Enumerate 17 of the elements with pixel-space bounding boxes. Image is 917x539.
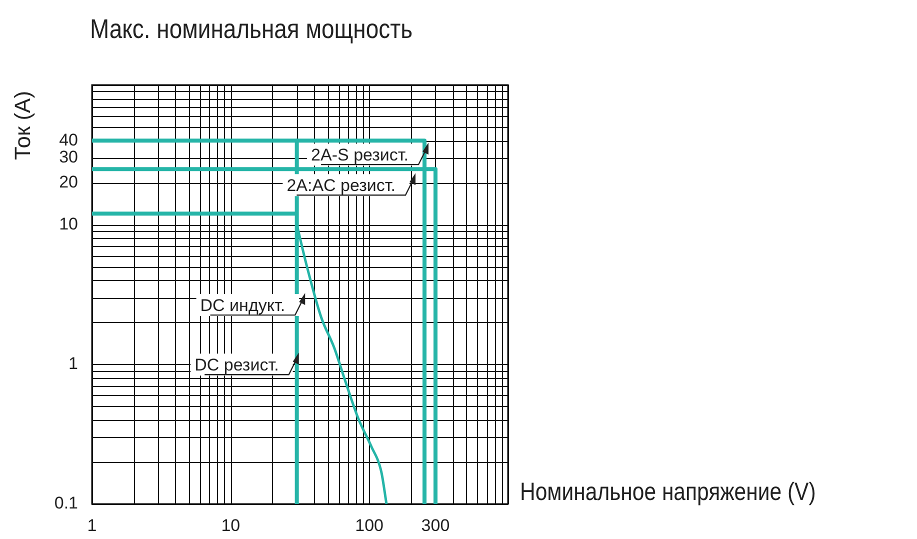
y-tick-label: 0.1 [54,494,78,513]
x-tick-label: 300 [421,516,450,535]
y-tick-label: 20 [59,172,78,192]
series-label: DC резист. [194,356,279,375]
y-tick-label: 40 [59,130,78,150]
x-tick-label: 10 [221,516,240,535]
chart-title: Макс. номинальная мощность [90,14,413,45]
y-tick-label: 1 [68,354,78,374]
series-label: DC индукт. [200,296,286,316]
y-tick-label: 10 [59,214,78,234]
y-axis-title: Ток (A) [10,90,36,160]
y-tick-label: 30 [59,148,78,167]
x-tick-label: 1 [87,516,97,535]
series-label: 2A-S резист. [311,146,409,165]
x-tick-label: 100 [355,516,384,535]
x-axis-title: Номинальное напряжение (V) [520,478,816,507]
series-label: 2A:AC резист. [286,176,396,196]
